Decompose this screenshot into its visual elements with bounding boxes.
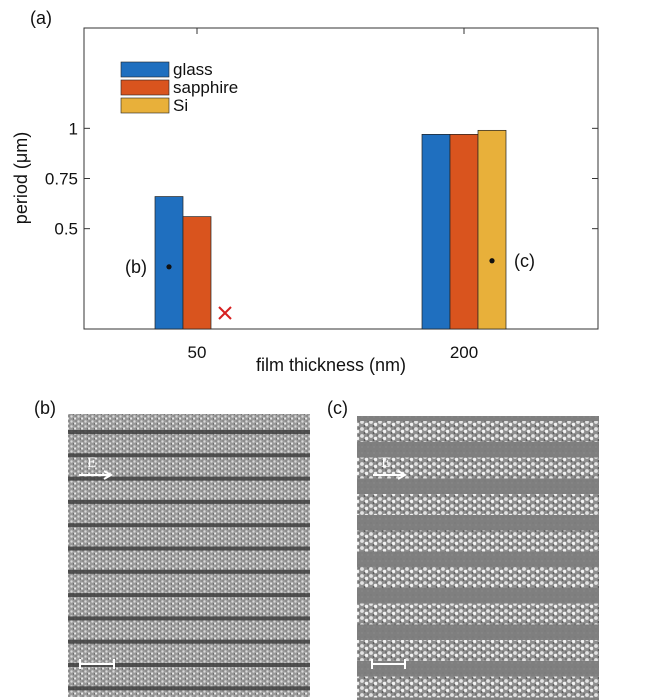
scale-bar-c (371, 659, 406, 669)
groove-b-0 (68, 430, 310, 434)
legend-swatch-sapphire (120, 79, 170, 96)
annotation-label-1: (c) (514, 251, 535, 271)
groove-b-5 (68, 546, 310, 551)
polarization-label-b: E (87, 456, 97, 471)
panel-label-b: (b) (34, 398, 56, 418)
ridge-c-6 (357, 640, 599, 661)
missing-data-marker (218, 306, 232, 320)
groove-b-8 (68, 616, 310, 621)
ridge-c-1 (357, 457, 599, 479)
legend-swatch-glass (120, 61, 170, 78)
groove-b-3 (68, 499, 310, 504)
groove-b-10 (68, 663, 310, 667)
polarization-arrow-c (373, 470, 408, 480)
bar-sapphire-50 (182, 216, 212, 330)
bar-glass-200 (421, 134, 451, 330)
bar-sapphire-200 (449, 134, 479, 330)
x-tick-label-1: 200 (450, 343, 478, 362)
legend-label-sapphire: sapphire (173, 78, 238, 97)
polarization-label-c: E (381, 456, 391, 471)
ridge-c-3 (357, 530, 599, 552)
stripes-c (357, 421, 599, 698)
groove-b-9 (68, 639, 310, 644)
groove-b-4 (68, 523, 310, 528)
panel-label-c: (c) (327, 398, 348, 418)
ridge-c-5 (357, 603, 599, 625)
groove-b-11 (68, 686, 310, 691)
panel-label-a: (a) (30, 8, 52, 28)
legend: glass sapphire Si (120, 60, 238, 115)
ridge-c-4 (357, 567, 599, 588)
ridge-c-7 (357, 676, 599, 698)
y-axis-label: period (μm) (11, 132, 31, 224)
annotation-dot-1 (489, 258, 495, 264)
x-axis-label: film thickness (nm) (256, 355, 406, 375)
groove-b-1 (68, 453, 310, 458)
groove-b-6 (68, 569, 310, 574)
y-tick-label-0: 0.5 (54, 220, 78, 239)
bars (154, 129, 507, 330)
bar-glass-50 (154, 196, 184, 330)
sem-image-b (68, 414, 310, 697)
micrograph-b: (b) E (34, 398, 310, 697)
bar-chart: (a) 0.5 0.75 1 50 200 (b) (c) glass sapphire… (11, 8, 599, 375)
bar-si-200 (477, 129, 507, 330)
legend-label-si: Si (173, 96, 188, 115)
scale-bar-b (79, 659, 115, 669)
ridge-c-2 (357, 494, 599, 515)
groove-b-2 (68, 476, 310, 481)
stripes-b (68, 430, 310, 691)
legend-label-glass: glass (173, 60, 213, 79)
micrograph-c: (c) E (327, 398, 599, 700)
y-axis: 0.5 0.75 1 (45, 119, 598, 239)
x-tick-label-0: 50 (188, 343, 207, 362)
annotation-label-0: (b) (125, 257, 147, 277)
legend-swatch-si (120, 97, 170, 114)
ridge-c-0 (357, 421, 599, 442)
y-tick-label-1: 0.75 (45, 170, 78, 189)
annotation-dot-0 (166, 264, 172, 270)
y-tick-label-2: 1 (69, 119, 78, 138)
annotations: (b) (c) (125, 251, 535, 277)
groove-b-7 (68, 593, 310, 598)
polarization-arrow-b (79, 470, 114, 480)
